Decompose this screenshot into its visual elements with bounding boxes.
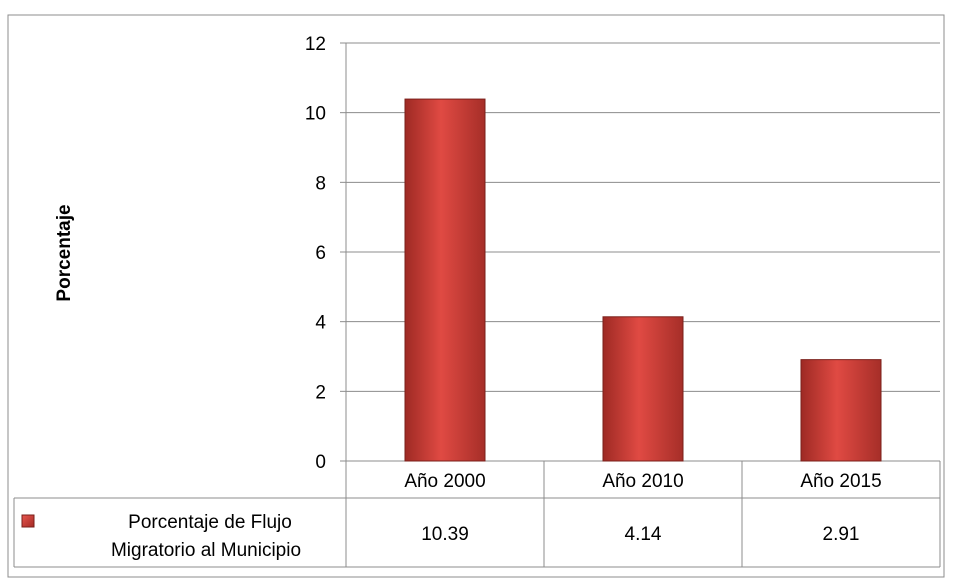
y-tick-label: 4	[315, 313, 326, 334]
y-tick-label: 12	[305, 34, 326, 55]
bar-3	[800, 359, 882, 462]
y-tick-label: 8	[315, 173, 326, 194]
y-tick-label: 0	[315, 452, 326, 473]
data-value-label: 2.91	[823, 524, 860, 545]
y-tick-label: 6	[315, 243, 326, 264]
category-label: Año 2010	[602, 471, 683, 492]
bar-1	[404, 98, 486, 462]
legend-label-line-2: Migratorio al Municipio	[111, 540, 301, 561]
legend-swatch	[21, 514, 35, 528]
bars	[404, 98, 882, 462]
y-tick-label: 2	[315, 382, 326, 403]
y-axis-label: Porcentaje	[54, 204, 75, 301]
category-label: Año 2015	[800, 471, 881, 492]
y-tick-label: 10	[305, 104, 326, 125]
category-label: Año 2000	[404, 471, 485, 492]
bar-2	[602, 316, 684, 462]
data-value-label: 10.39	[421, 524, 469, 545]
legend-label-line-1: Porcentaje de Flujo	[128, 512, 292, 533]
axes: 0 2 4 6 8 10 12	[305, 34, 347, 473]
data-value-label: 4.14	[625, 524, 662, 545]
data-table: Año 2000 10.39 Año 2010 4.14 Año 2015 2.91 Por…	[13, 461, 941, 568]
